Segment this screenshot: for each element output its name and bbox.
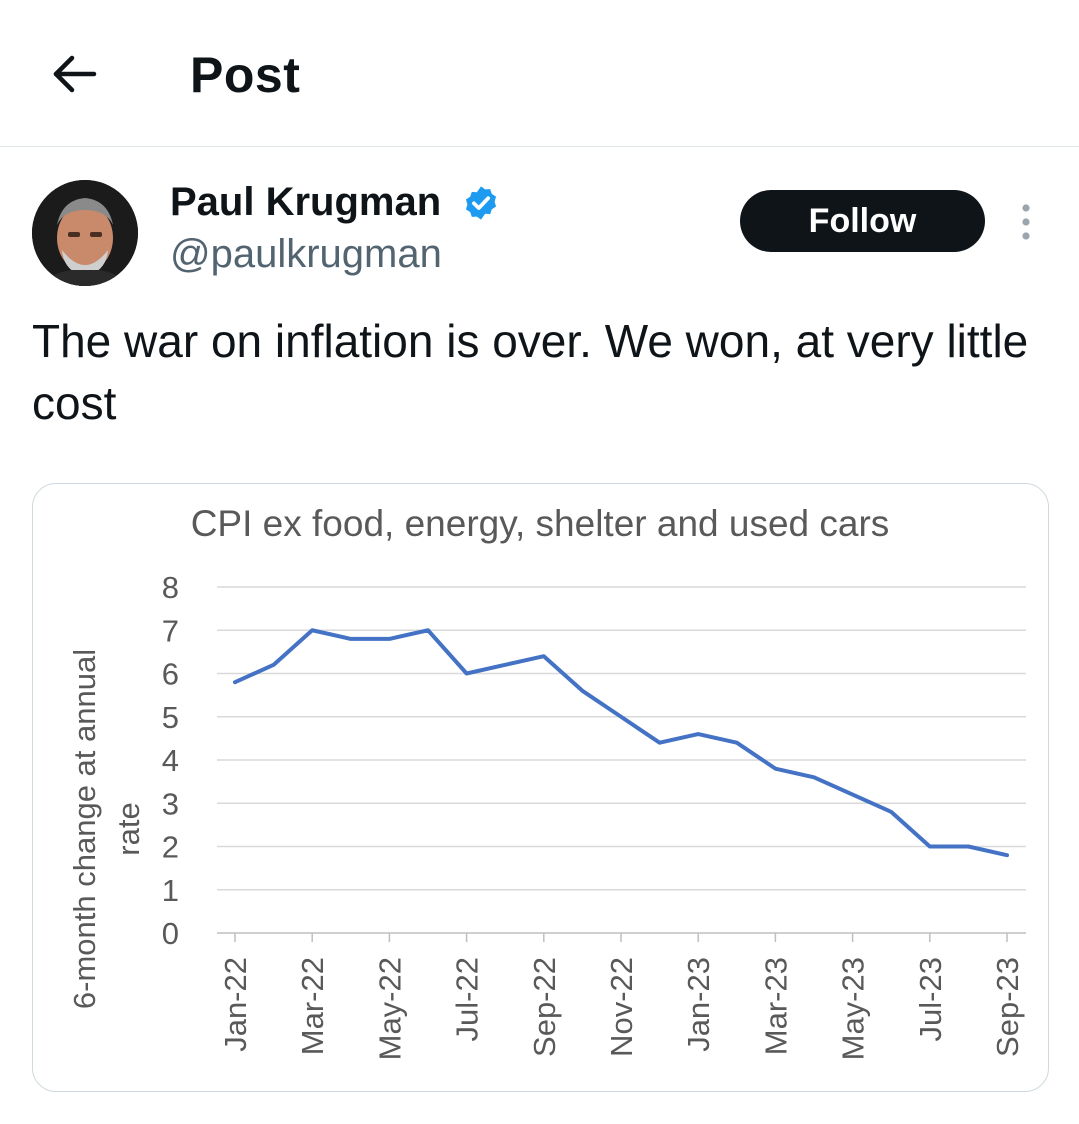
x-tick-label: Mar-23 bbox=[758, 957, 793, 1055]
x-tick-label: May-23 bbox=[836, 957, 871, 1060]
y-tick-label: 5 bbox=[162, 700, 179, 735]
y-tick-label: 2 bbox=[162, 830, 179, 865]
x-tick-label: Jul-22 bbox=[450, 957, 485, 1041]
y-axis-ticks: 0 1 2 3 4 5 6 7 8 bbox=[162, 570, 179, 951]
more-options-button[interactable] bbox=[1012, 200, 1040, 244]
series-line bbox=[233, 628, 1009, 858]
gridlines bbox=[217, 586, 1026, 891]
x-tick-label: May-22 bbox=[372, 957, 407, 1060]
avatar[interactable] bbox=[32, 180, 138, 286]
y-axis-label: 6-month change at annual rate bbox=[67, 649, 146, 1009]
more-vertical-icon bbox=[1022, 204, 1030, 240]
y-tick-label: 8 bbox=[162, 570, 179, 605]
y-tick-label: 3 bbox=[162, 786, 179, 821]
x-tick-label: Mar-22 bbox=[295, 957, 330, 1055]
top-bar: Post bbox=[0, 0, 1079, 146]
x-tick-label: Jul-23 bbox=[913, 957, 948, 1041]
y-tick-label: 0 bbox=[162, 916, 179, 951]
x-tick-label: Jan-22 bbox=[218, 957, 253, 1052]
header-divider bbox=[0, 146, 1079, 147]
y-tick-label: 6 bbox=[162, 657, 179, 692]
tweet-text: The war on inflation is over. We won, at… bbox=[32, 315, 1029, 429]
verified-badge-icon bbox=[465, 186, 497, 220]
chart-title: CPI ex food, energy, shelter and used ca… bbox=[191, 503, 890, 544]
x-tick-label: Nov-22 bbox=[604, 957, 639, 1057]
follow-button[interactable]: Follow bbox=[740, 190, 985, 252]
chart-image[interactable]: CPI ex food, energy, shelter and used ca… bbox=[32, 483, 1049, 1092]
x-tick-label: Jan-23 bbox=[681, 957, 716, 1052]
back-button[interactable] bbox=[48, 52, 100, 96]
x-tick-label: Sep-22 bbox=[527, 957, 562, 1057]
y-tick-label: 7 bbox=[162, 613, 179, 648]
arrow-left-icon bbox=[53, 55, 97, 93]
author-name[interactable]: Paul Krugman bbox=[170, 180, 442, 224]
author-handle[interactable]: @paulkrugman bbox=[170, 232, 442, 276]
x-tick-label: Sep-23 bbox=[990, 957, 1025, 1057]
page-title: Post bbox=[190, 47, 301, 103]
x-axis-ticks: Jan-22 Mar-22 May-22 Jul-22 Sep-22 Nov-22 Jan-… bbox=[218, 933, 1025, 1060]
y-tick-label: 1 bbox=[162, 873, 179, 908]
series-layer bbox=[233, 628, 1009, 858]
y-tick-label: 4 bbox=[162, 743, 179, 778]
line-chart: CPI ex food, energy, shelter and used ca… bbox=[67, 503, 1026, 1060]
author-photo bbox=[32, 180, 138, 286]
